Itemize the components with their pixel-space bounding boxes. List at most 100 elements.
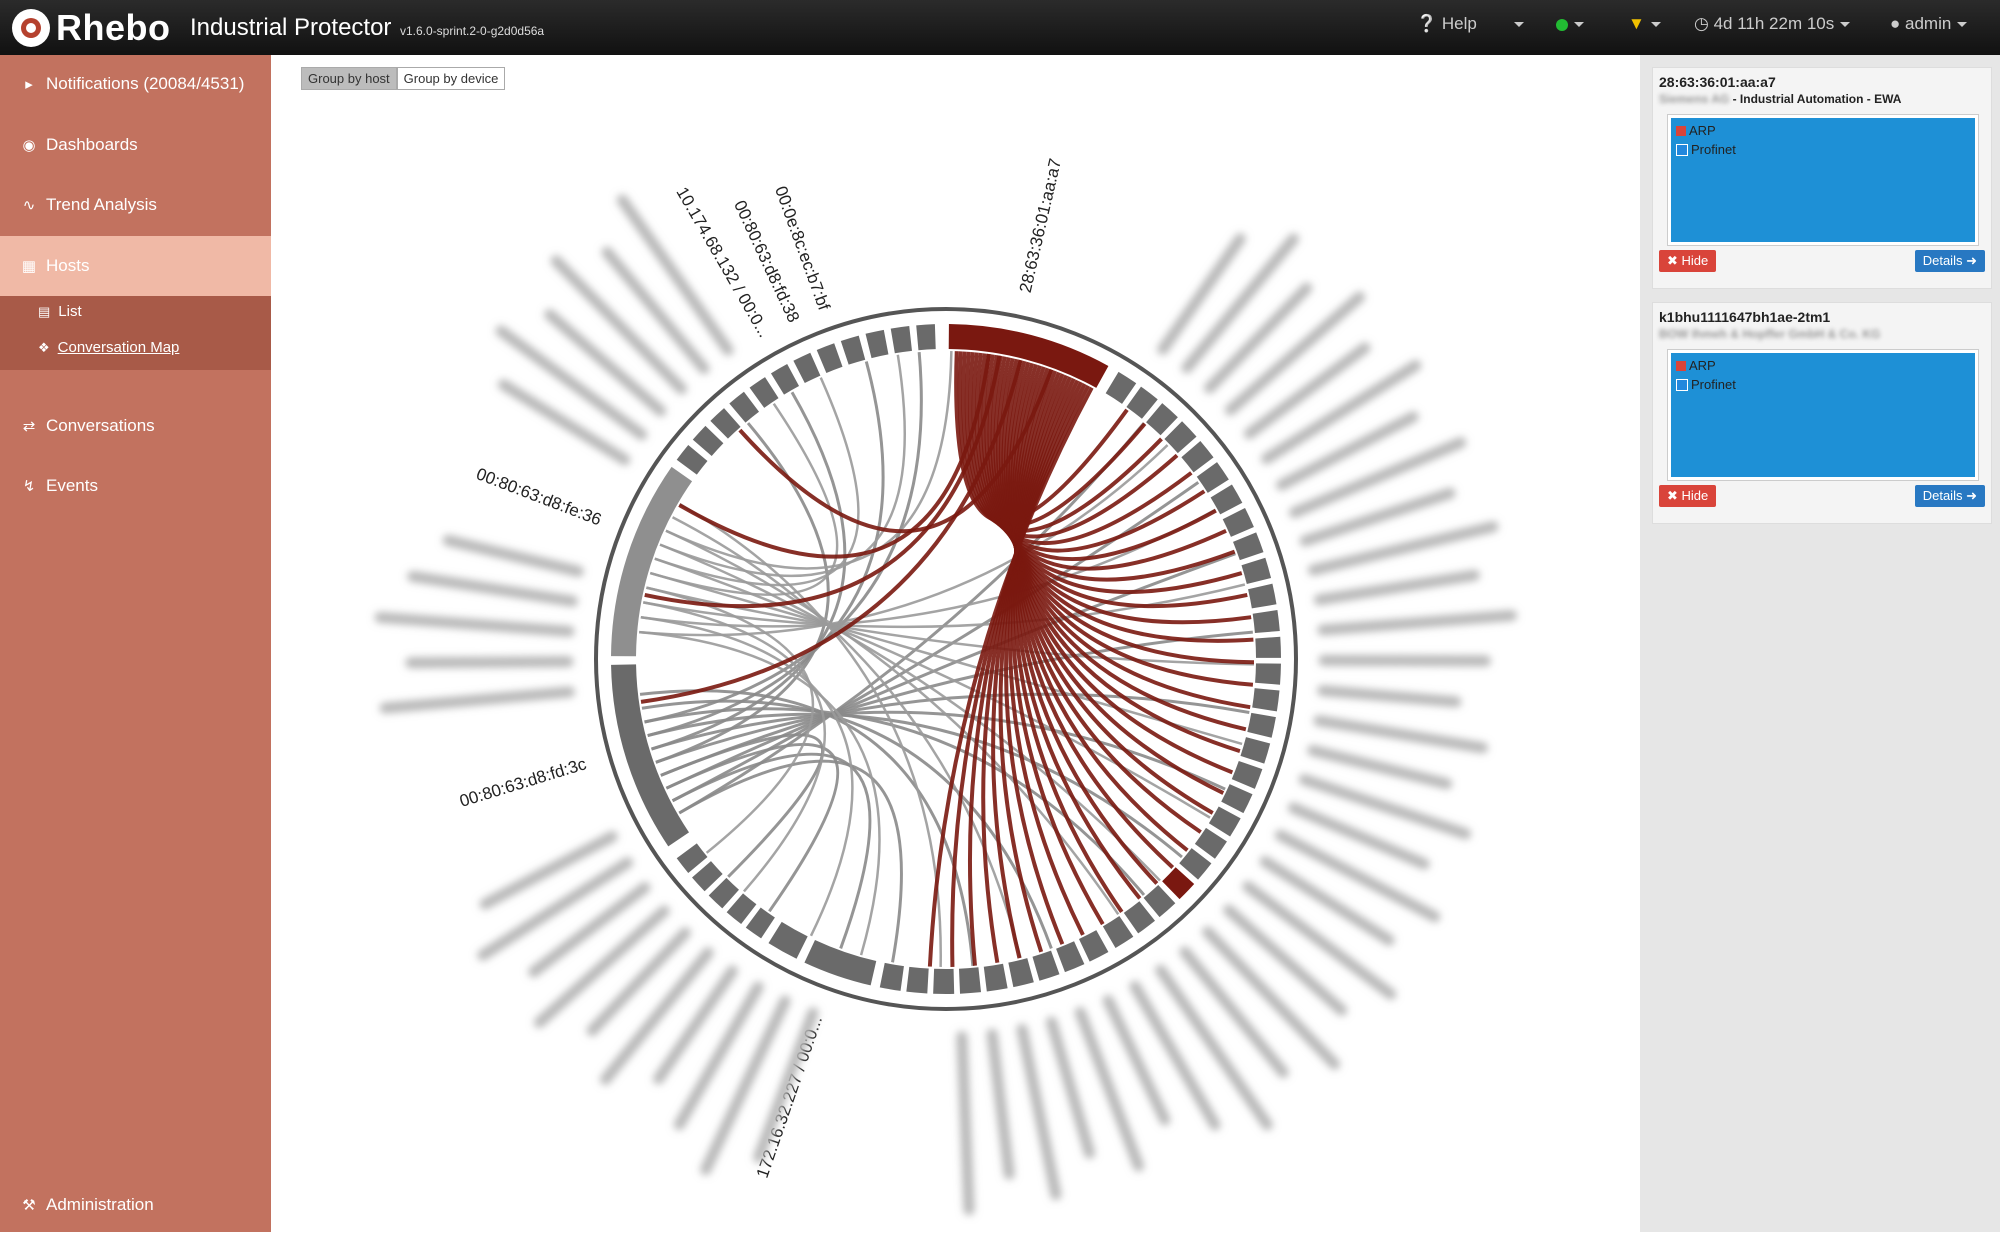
- anonymized-host-label: [1204, 282, 1313, 394]
- vendor-name-blurred: Siemens AG: [1659, 92, 1730, 106]
- caret-down-icon: [1514, 22, 1524, 28]
- protocol-legend: ARP Profinet: [1676, 356, 1736, 394]
- anonymized-host-label: [405, 656, 574, 669]
- legend-swatch: [1676, 125, 1686, 136]
- anonymized-host-label: [700, 995, 791, 1176]
- host-arc-segment: [1102, 916, 1134, 948]
- sitemap-icon: ▦: [21, 258, 37, 275]
- host-arc-segment: [1032, 950, 1060, 981]
- conversation-ribbon: [1012, 371, 1124, 914]
- filter-menu[interactable]: ▼: [1628, 14, 1661, 34]
- host-arc-segment: [1196, 462, 1229, 493]
- group-by-device-button[interactable]: Group by device: [396, 67, 506, 90]
- conversation-ribbon: [659, 543, 1161, 882]
- conversation-chord-diagram[interactable]: 28:63:36:01:aa:a700:0e:8c:ec:b7:bf00:80:…: [271, 55, 1640, 1232]
- host-arc-segment: [840, 335, 866, 365]
- host-arc-segment: [1123, 901, 1155, 934]
- sidebar-item-notifications[interactable]: ▸ Notifications (20084/4531): [0, 55, 271, 113]
- anonymized-host-label: [1287, 802, 1430, 870]
- conversation-ribbon: [644, 707, 1146, 896]
- host-arc-segment: [1221, 784, 1253, 814]
- help-label: Help: [1441, 14, 1477, 33]
- line-chart-icon: ∿: [22, 197, 36, 214]
- sidebar-item-administration[interactable]: ⚒ Administration: [0, 1176, 271, 1234]
- list-icon: ▤: [38, 303, 51, 319]
- anonymized-host-label: [495, 325, 648, 441]
- bullhorn-icon: ▸: [25, 76, 33, 93]
- help-menu[interactable]: ❔ Help: [1416, 14, 1477, 34]
- sidebar-item-conversations[interactable]: ⇄ Conversations: [0, 397, 271, 455]
- sidebar-item-trend-analysis[interactable]: ∿ Trend Analysis: [0, 176, 271, 234]
- group-by-host-button[interactable]: Group by host: [301, 67, 397, 90]
- protocol-area: [1671, 353, 1975, 477]
- conversation-ribbon: [1003, 359, 1247, 732]
- host-arc-segment: [804, 939, 877, 986]
- anonymized-host-label: [379, 686, 575, 714]
- host-arc-segment: [770, 364, 800, 395]
- conversation-ribbon: [665, 552, 1236, 790]
- brand[interactable]: Rhebo: [12, 6, 171, 50]
- conversation-ribbon: [660, 630, 1253, 777]
- conversation-ribbon: [1012, 365, 1202, 834]
- anonymized-host-label: [477, 857, 634, 961]
- anonymized-host-label: [1298, 774, 1472, 840]
- host-arc-segment: [1181, 440, 1214, 473]
- host-arc-segment: [1208, 806, 1241, 837]
- anonymized-host-label: [1259, 856, 1395, 946]
- anonymized-host-label: [1288, 437, 1467, 519]
- host-arc-segment: [1164, 421, 1197, 454]
- hide-label: Hide: [1681, 488, 1709, 503]
- subnav-item-list[interactable]: ▤ List: [38, 303, 82, 320]
- user-label: admin: [1905, 14, 1952, 33]
- anonymized-host-label: [1179, 946, 1289, 1079]
- host-card-title: k1bhu1111647bh1ae-2tm1: [1659, 309, 1831, 325]
- sidebar-item-dashboards[interactable]: ◉ Dashboards: [0, 116, 271, 174]
- uptime-menu[interactable]: ◷ 4d 11h 22m 10s: [1694, 14, 1851, 34]
- bolt-icon: ↯: [22, 478, 36, 495]
- host-arc-segment: [890, 326, 912, 354]
- conversation-ribbon: [1008, 374, 1085, 936]
- arrow-right-icon: ➜: [1966, 488, 1977, 503]
- host-arc-segment: [1247, 712, 1276, 738]
- conversation-ribbon: [968, 383, 1087, 966]
- conversation-ribbon: [639, 630, 881, 956]
- conversation-ribbon: [1004, 376, 1072, 945]
- host-arc-segment: [906, 966, 929, 994]
- user-menu[interactable]: ● admin: [1890, 14, 1968, 34]
- top-navbar: Rhebo Industrial Protector v1.6.0-sprint…: [0, 0, 2000, 55]
- hosts-subnav: ▤ List ❖ Conversation Map: [0, 296, 271, 370]
- host-arc-segment: [793, 352, 821, 384]
- anonymized-host-label: [1016, 1023, 1062, 1201]
- details-button[interactable]: Details ➜: [1914, 485, 1985, 507]
- details-button[interactable]: Details ➜: [1914, 250, 1985, 272]
- host-arc-segment: [745, 907, 775, 939]
- legend-item-arp: ARP: [1676, 121, 1736, 140]
- host-arc-segment: [1255, 636, 1281, 658]
- sidebar-item-label: Trend Analysis: [46, 195, 157, 214]
- anonymized-host-label: [616, 194, 734, 356]
- sidebar-item-label: Notifications (20084/4531): [46, 74, 245, 93]
- host-arc-segment: [948, 324, 1109, 388]
- sidebar-item-hosts[interactable]: ▦ Hosts: [0, 236, 271, 296]
- host-arc-segment: [1126, 386, 1158, 419]
- caret-down-icon: [1574, 22, 1584, 28]
- hide-label: Hide: [1681, 253, 1709, 268]
- host-label: 00:80:63:d8:fe:36: [474, 464, 604, 529]
- anonymized-host-label: [601, 246, 710, 375]
- sidebar-item-events[interactable]: ↯ Events: [0, 457, 271, 515]
- anonymized-host-label: [1224, 291, 1366, 416]
- host-arc-segment: [1233, 532, 1264, 561]
- hide-button[interactable]: ✖ Hide: [1659, 250, 1717, 272]
- status-menu[interactable]: [1556, 14, 1584, 34]
- conversation-ribbon: [974, 352, 1217, 561]
- anonymized-host-label: [1313, 715, 1488, 754]
- conversation-ribbon: [991, 379, 1080, 959]
- arrow-right-icon: ➜: [1966, 253, 1977, 268]
- conversation-ribbon: [640, 359, 1023, 704]
- help-dropdown-toggle[interactable]: [1508, 14, 1524, 34]
- host-arc-segment: [1231, 760, 1263, 789]
- anonymized-host-label: [1202, 926, 1341, 1070]
- subnav-item-conversation-map[interactable]: ❖ Conversation Map: [38, 339, 179, 356]
- conversation-ribbon: [646, 586, 815, 854]
- hide-button[interactable]: ✖ Hide: [1659, 485, 1717, 507]
